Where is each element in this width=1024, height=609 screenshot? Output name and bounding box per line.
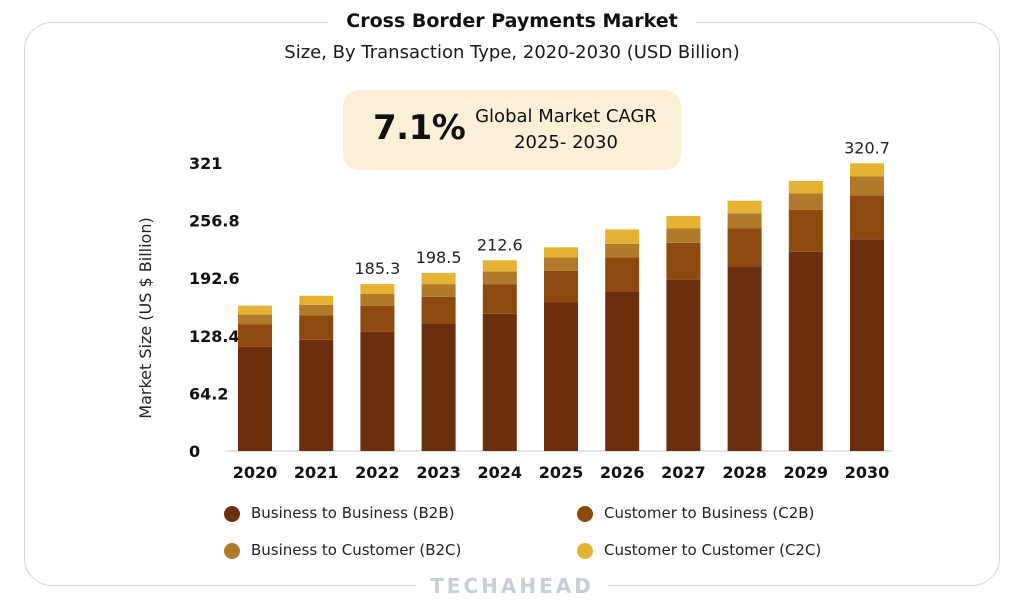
data-label-2023: 198.5 — [416, 248, 462, 267]
legend-label: Customer to Customer (C2C) — [604, 541, 822, 559]
data-label-2022: 185.3 — [354, 259, 400, 278]
chart-title-wrap: Cross Border Payments Market — [0, 8, 1024, 34]
x-tick-label: 2027 — [661, 463, 706, 482]
bar-segment-2021-s3 — [299, 295, 334, 305]
bar-segment-2030-s1 — [850, 195, 884, 240]
bar-segment-2028-s2 — [727, 213, 762, 229]
x-tick-label: 2024 — [478, 463, 523, 482]
legend-label: Business to Customer (B2C) — [251, 541, 462, 559]
bar-segment-2022-s0 — [360, 331, 395, 451]
bar-segment-2024-s3 — [482, 260, 517, 272]
bar-segment-2022-s1 — [360, 305, 395, 332]
y-tick-label: 0 — [189, 442, 200, 461]
bar-segment-2030-s0 — [850, 239, 884, 451]
data-label-2030: 320.7 — [844, 138, 890, 157]
y-tick-label: 321 — [189, 154, 222, 173]
y-tick-label: 256.8 — [189, 212, 240, 231]
bar-segment-2024-s1 — [482, 284, 517, 314]
bar-segment-2025-s2 — [544, 257, 578, 271]
bar-segment-2024-s0 — [482, 313, 517, 451]
bar-segment-2025-s3 — [544, 247, 578, 258]
y-tick-label: 128.4 — [189, 327, 240, 346]
bar-segment-2025-s1 — [544, 270, 578, 303]
data-label-2024: 212.6 — [477, 235, 523, 254]
bar-segment-2024-s2 — [482, 271, 517, 285]
x-tick-label: 2023 — [416, 463, 461, 482]
watermark-logo: TECHAHEAD — [416, 574, 608, 598]
bar-segment-2027-s0 — [666, 279, 701, 451]
bar-segment-2026-s1 — [605, 257, 640, 292]
cagr-label-line1: Global Market CAGR — [475, 106, 657, 127]
x-tick-label: 2021 — [294, 463, 339, 482]
bar-segment-2029-s0 — [788, 251, 823, 451]
x-tick-label: 2029 — [784, 463, 829, 482]
bar-segment-2026-s2 — [605, 243, 640, 258]
bar-segment-2029-s1 — [788, 209, 823, 252]
bar-segment-2028-s0 — [727, 266, 762, 451]
cagr-callout: 7.1% Global Market CAGR 2025- 2030 — [343, 90, 681, 170]
bar-segment-2028-s3 — [727, 200, 762, 214]
bar-segment-2020-s1 — [238, 324, 272, 347]
bar-segment-2027-s3 — [666, 215, 701, 229]
x-tick-label: 2022 — [355, 463, 400, 482]
bar-segment-2023-s3 — [421, 272, 456, 285]
bar-segment-2023-s0 — [421, 323, 456, 451]
bar-segment-2023-s1 — [421, 296, 456, 324]
bar-segment-2026-s3 — [605, 229, 640, 244]
legend-swatch — [577, 506, 593, 522]
cagr-value: 7.1% — [373, 108, 466, 148]
legend-swatch — [224, 543, 240, 559]
bar-segment-2030-s2 — [850, 176, 884, 196]
x-tick-label: 2030 — [845, 463, 890, 482]
bar-segment-2021-s2 — [299, 304, 334, 316]
bar-segment-2025-s0 — [544, 302, 578, 451]
bar-segment-2021-s1 — [299, 315, 334, 340]
chart-title: Cross Border Payments Market — [328, 8, 696, 34]
bar-segment-2029-s3 — [788, 180, 823, 194]
y-axis-title: Market Size (US $ Billion) — [136, 217, 155, 418]
bar-segment-2027-s1 — [666, 242, 701, 280]
legend-swatch — [577, 543, 593, 559]
x-tick-label: 2028 — [722, 463, 767, 482]
bar-segment-2030-s3 — [850, 163, 884, 177]
legend-label: Customer to Business (C2B) — [604, 504, 815, 522]
legend-label: Business to Business (B2B) — [251, 504, 455, 522]
x-tick-label: 2020 — [233, 463, 278, 482]
bar-segment-2026-s0 — [605, 291, 640, 451]
x-tick-label: 2025 — [539, 463, 584, 482]
chart-subtitle: Size, By Transaction Type, 2020-2030 (US… — [284, 42, 740, 63]
y-tick-label: 192.6 — [189, 269, 240, 288]
bar-segment-2028-s1 — [727, 228, 762, 267]
y-tick-label: 64.2 — [189, 384, 228, 403]
bar-segment-2021-s0 — [299, 339, 334, 451]
bar-segment-2027-s2 — [666, 228, 701, 243]
bar-segment-2020-s3 — [238, 305, 272, 315]
cagr-label-line2: 2025- 2030 — [514, 132, 618, 153]
cagr-label: Global Market CAGR 2025- 2030 — [461, 104, 671, 156]
bar-segment-2029-s2 — [788, 193, 823, 210]
x-tick-label: 2026 — [600, 463, 645, 482]
watermark-wrap: TECHAHEAD — [0, 574, 1024, 598]
legend-swatch — [224, 506, 240, 522]
bar-segment-2022-s2 — [360, 293, 395, 306]
bar-segment-2020-s0 — [238, 346, 272, 451]
bar-segment-2020-s2 — [238, 314, 272, 325]
bar-segment-2023-s2 — [421, 284, 456, 297]
bar-segment-2022-s3 — [360, 284, 395, 294]
